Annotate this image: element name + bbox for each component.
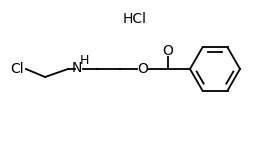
Text: HCl: HCl [123,12,147,26]
Text: O: O [138,62,149,76]
Text: H: H [79,55,89,68]
Text: N: N [72,61,82,75]
Text: Cl: Cl [10,62,24,76]
Text: O: O [163,44,174,58]
